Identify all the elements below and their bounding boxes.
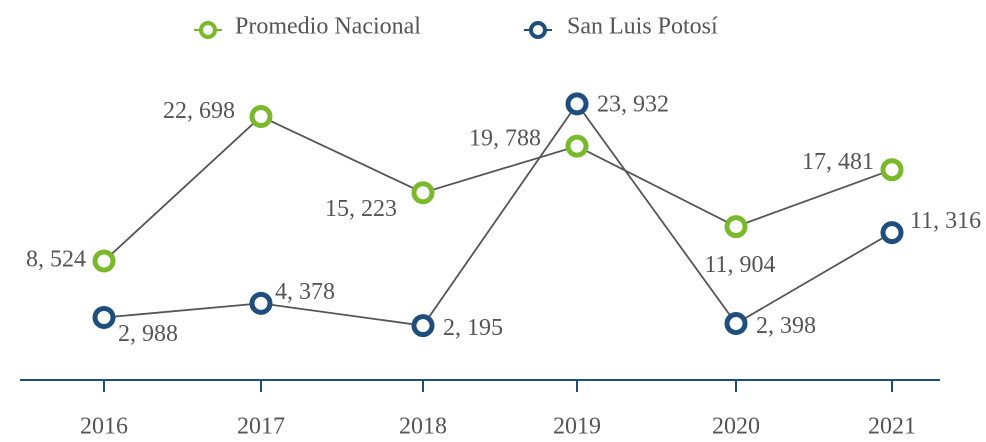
series-line	[103, 102, 893, 327]
data-point	[92, 249, 116, 273]
data-point	[92, 306, 116, 330]
data-point	[249, 291, 273, 315]
data-label: 2, 398	[756, 313, 816, 339]
data-point	[411, 181, 435, 205]
data-point	[880, 158, 904, 182]
data-point	[249, 104, 273, 128]
data-label: 11, 316	[910, 208, 981, 234]
data-label: 4, 378	[275, 279, 335, 305]
data-point	[724, 312, 748, 336]
legend-label: San Luis Potosí	[567, 14, 718, 40]
legend-marker	[529, 21, 547, 39]
data-point	[565, 134, 589, 158]
data-point	[880, 221, 904, 245]
x-tick-label: 2019	[553, 414, 601, 440]
data-point	[411, 314, 435, 338]
legend-marker	[199, 21, 217, 39]
data-label: 11, 904	[704, 252, 775, 278]
x-tick-label: 2020	[712, 414, 760, 440]
data-label: 2, 988	[118, 321, 178, 347]
data-label: 15, 223	[325, 196, 397, 222]
x-tick-label: 2018	[399, 414, 447, 440]
data-label: 22, 698	[163, 98, 235, 124]
x-tick-label: 2016	[80, 414, 128, 440]
data-label: 23, 932	[597, 91, 669, 117]
data-point	[565, 92, 589, 116]
data-label: 8, 524	[26, 247, 86, 273]
series-line	[103, 115, 893, 262]
x-tick-label: 2017	[237, 414, 285, 440]
data-label: 17, 481	[802, 149, 874, 175]
data-label: 2, 195	[443, 315, 503, 341]
legend-label: Promedio Nacional	[235, 14, 421, 40]
data-label: 19, 788	[469, 126, 541, 152]
data-point	[724, 215, 748, 239]
x-tick-label: 2021	[868, 414, 916, 440]
